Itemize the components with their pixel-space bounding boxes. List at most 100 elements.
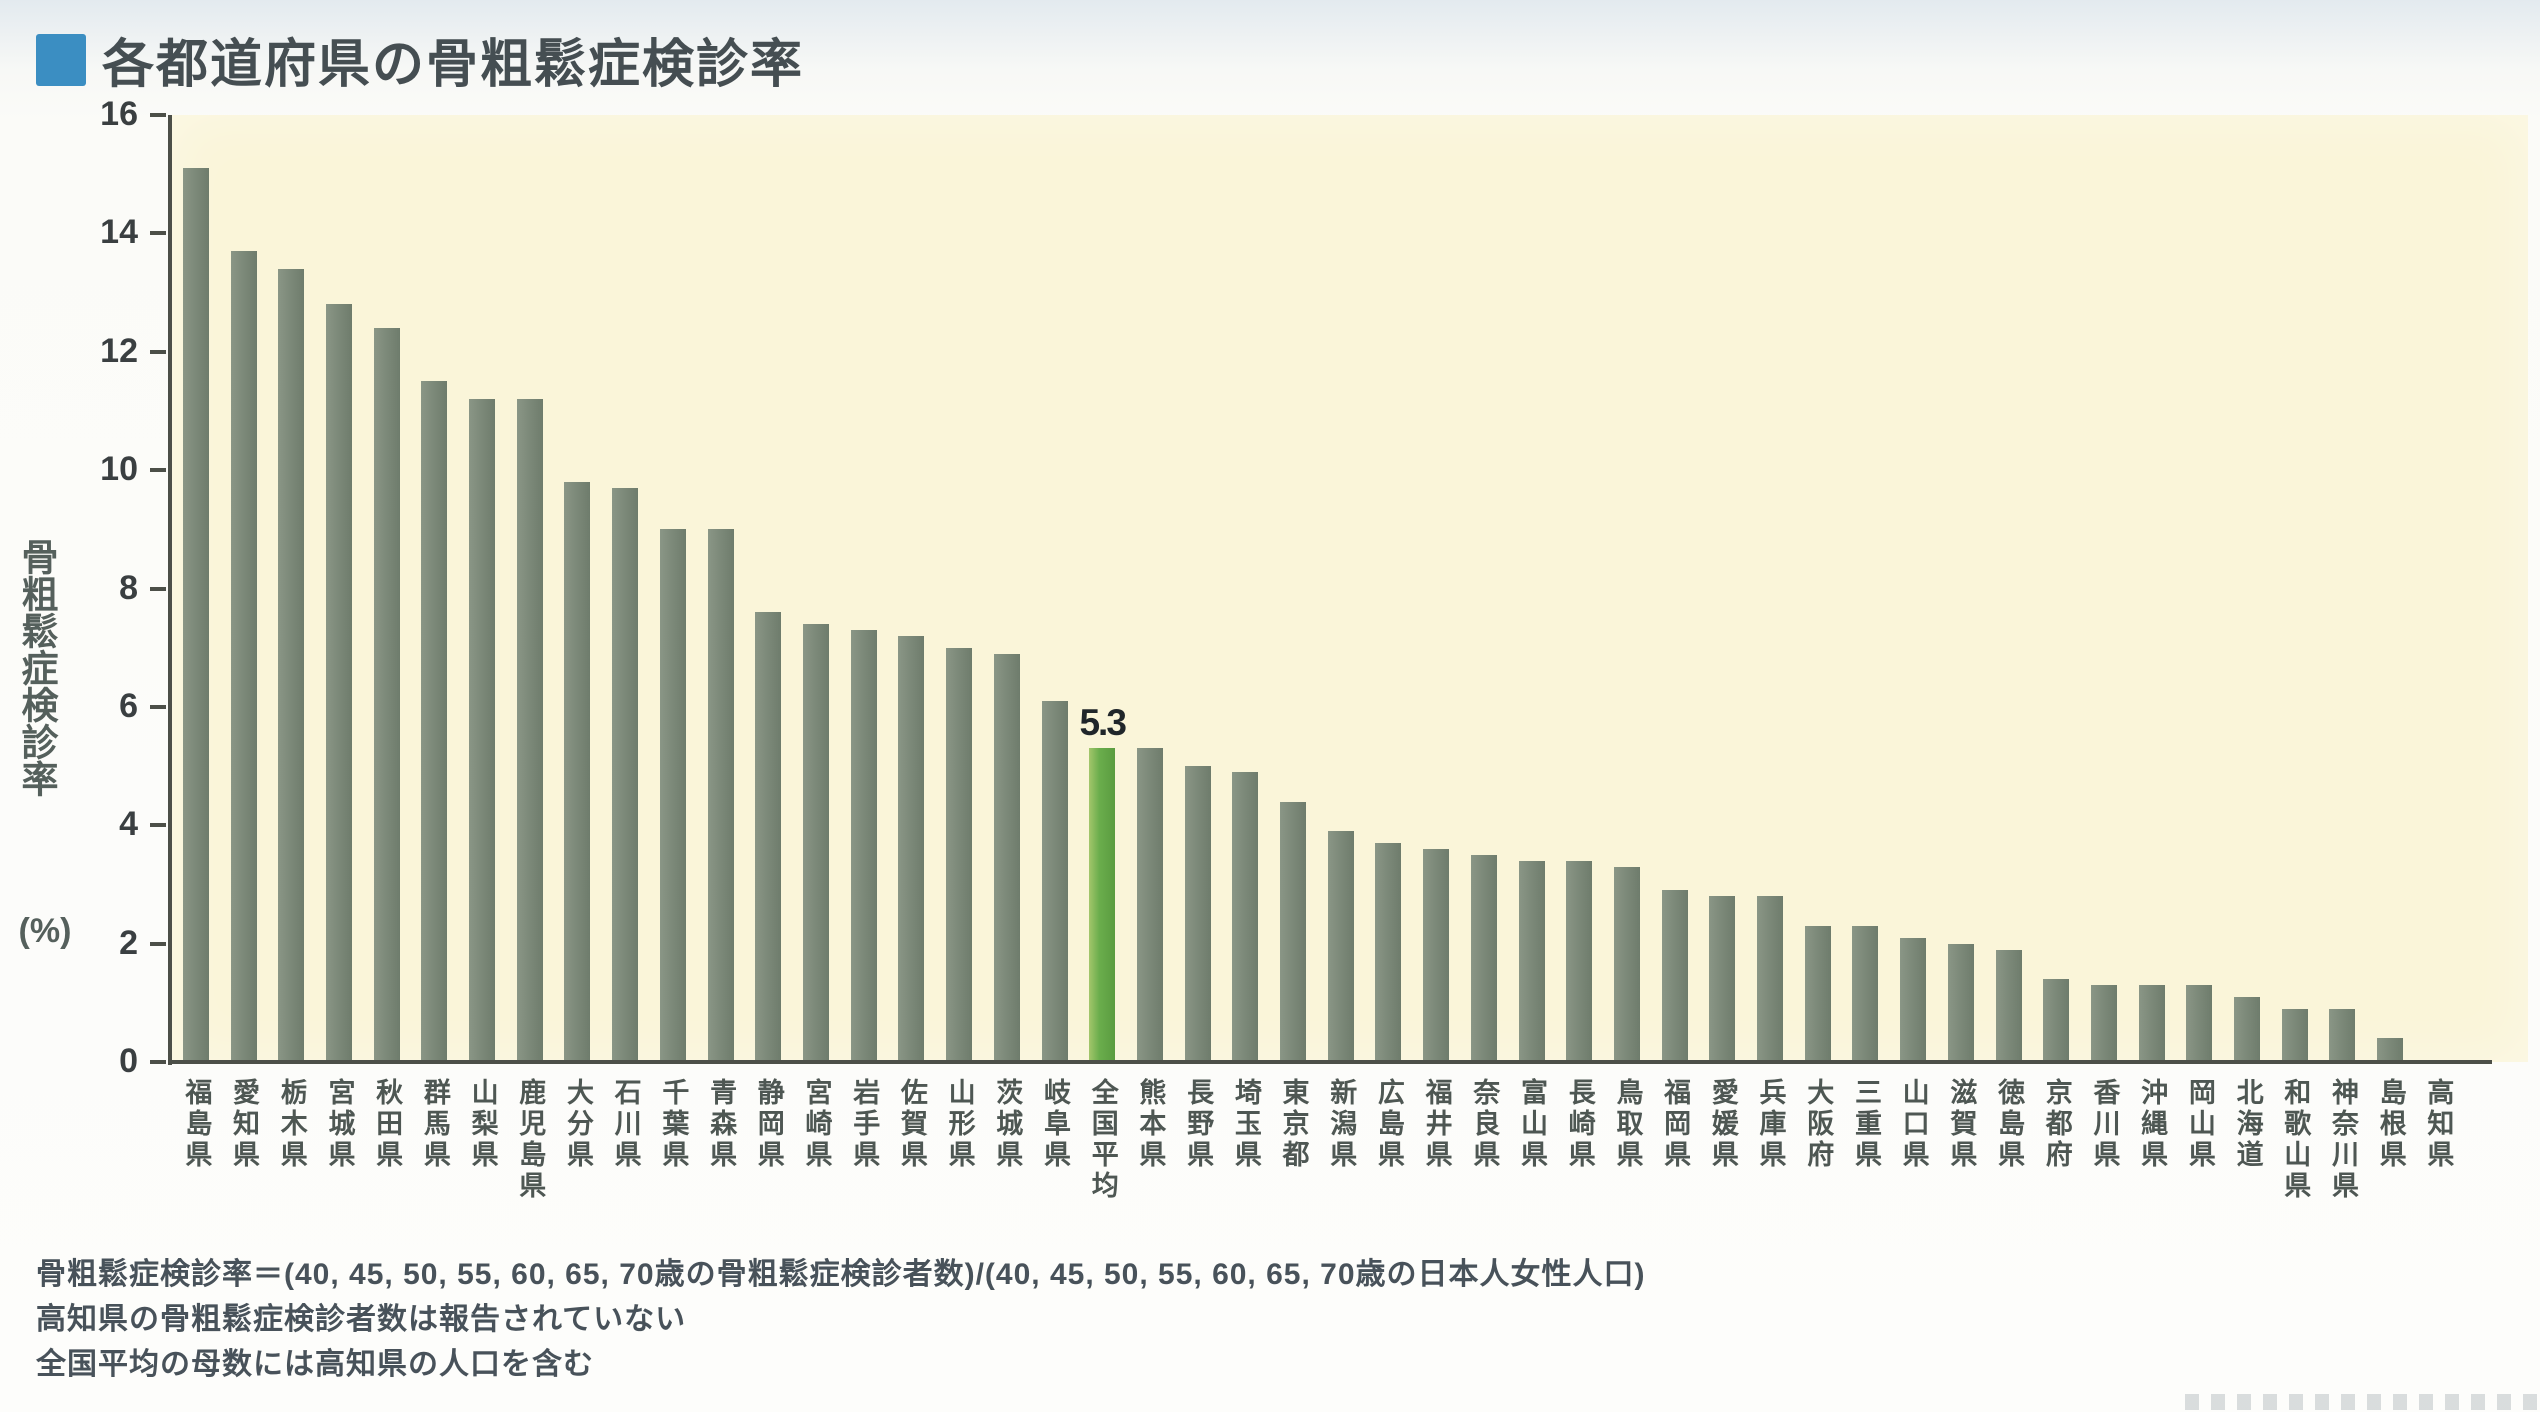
bar-slot-京都府	[2032, 115, 2080, 1062]
bar-山口県	[1900, 937, 1927, 1062]
footnote-formula: 骨粗鬆症検診率＝(40, 45, 50, 55, 60, 65, 70歳の骨粗鬆…	[36, 1258, 1646, 1291]
x-label-新潟県: 新潟県	[1326, 1078, 1357, 1171]
y-tick-mark	[150, 1060, 166, 1064]
x-label-秋田県: 秋田県	[372, 1078, 403, 1171]
y-axis-ticks: 0 2 4 6 8 10 12 14 16	[0, 95, 168, 1080]
x-label-富山県: 富山県	[1517, 1078, 1548, 1171]
bar-京都府	[2043, 979, 2070, 1062]
x-label-slot: 山梨県	[458, 1078, 506, 1171]
bar-slot-神奈川県	[2319, 115, 2367, 1062]
bar-slot-鳥取県	[1603, 115, 1651, 1062]
y-tick-mark	[150, 586, 166, 591]
bar-slot-沖縄県	[2128, 115, 2176, 1062]
x-label-鳥取県: 鳥取県	[1612, 1078, 1643, 1171]
bar-千葉県	[659, 529, 686, 1062]
bar-slot-滋賀県	[1937, 115, 1985, 1062]
x-label-熊本県: 熊本県	[1135, 1078, 1166, 1171]
x-label-slot: 全国平均	[1078, 1078, 1126, 1202]
x-label-奈良県: 奈良県	[1469, 1078, 1500, 1171]
y-axis-title: 骨粗鬆症検診率	[16, 537, 57, 797]
bar-奈良県	[1470, 854, 1497, 1062]
y-tick-mark	[150, 704, 166, 709]
y-tick-mark	[150, 941, 166, 946]
bar-静岡県	[755, 612, 782, 1062]
bar-slot-長崎県	[1555, 115, 1603, 1062]
y-tick-label: 14	[100, 213, 138, 252]
y-tick-label: 10	[100, 450, 138, 489]
x-label-滋賀県: 滋賀県	[1946, 1078, 1977, 1171]
bar-三重県	[1852, 925, 1879, 1062]
x-label-slot: 富山県	[1508, 1078, 1556, 1171]
x-label-slot: 京都府	[2032, 1078, 2080, 1171]
x-label-slot: 長野県	[1174, 1078, 1222, 1171]
bar-沖縄県	[2138, 985, 2165, 1062]
x-label-slot: 島根県	[2366, 1078, 2414, 1171]
bar-slot-兵庫県	[1746, 115, 1794, 1062]
x-label-slot: 高知県	[2414, 1078, 2462, 1171]
bar-slot-岩手県	[840, 115, 888, 1062]
x-label-slot: 東京都	[1269, 1078, 1317, 1171]
bar-slot-福島県	[172, 115, 220, 1062]
bar-栃木県	[278, 268, 305, 1062]
bar-slot-高知県	[2414, 115, 2462, 1062]
y-tick-label: 4	[119, 805, 138, 844]
x-label-slot: 青森県	[697, 1078, 745, 1171]
bar-神奈川県	[2329, 1008, 2356, 1062]
x-label-slot: 茨城県	[983, 1078, 1031, 1171]
bar-群馬県	[421, 381, 448, 1062]
x-label-slot: 石川県	[601, 1078, 649, 1171]
x-label-青森県: 青森県	[706, 1078, 737, 1171]
x-axis-labels: 福島県 愛知県 栃木県 宮城県 秋田県 群馬県 山梨県 鹿児島県 大分県 石川県 千葉県 青森県 静岡県…	[172, 1078, 2462, 1202]
x-label-slot: 秋田県	[363, 1078, 411, 1171]
bar-slot-東京都	[1269, 115, 1317, 1062]
bar-福島県	[182, 168, 209, 1062]
x-label-slot: 愛媛県	[1699, 1078, 1747, 1171]
x-label-slot: 佐賀県	[888, 1078, 936, 1171]
bar-slot-新潟県	[1317, 115, 1365, 1062]
x-label-slot: 大分県	[554, 1078, 602, 1171]
x-label-slot: 和歌山県	[2271, 1078, 2319, 1202]
bar-slot-徳島県	[1985, 115, 2033, 1062]
x-label-slot: 岡山県	[2176, 1078, 2224, 1171]
bar-福井県	[1423, 848, 1450, 1062]
x-label-slot: 奈良県	[1460, 1078, 1508, 1171]
x-label-沖縄県: 沖縄県	[2137, 1078, 2168, 1171]
footnote-kochi-missing: 高知県の骨粗鬆症検診者数は報告されていない	[36, 1303, 687, 1336]
bar-島根県	[2377, 1038, 2404, 1062]
x-label-佐賀県: 佐賀県	[896, 1078, 927, 1171]
bar-岐阜県	[1041, 700, 1068, 1062]
bar-北海道	[2234, 996, 2261, 1062]
x-label-全国平均: 全国平均	[1087, 1078, 1118, 1202]
bar-slot-島根県	[2366, 115, 2414, 1062]
bar-青森県	[707, 529, 734, 1062]
y-tick-label: 0	[119, 1042, 138, 1080]
x-label-三重県: 三重県	[1850, 1078, 1881, 1171]
bar-兵庫県	[1757, 896, 1784, 1062]
x-label-京都府: 京都府	[2041, 1078, 2072, 1171]
bar-slot-熊本県	[1126, 115, 1174, 1062]
x-label-slot: 神奈川県	[2319, 1078, 2367, 1202]
y-axis-unit: (%)	[18, 912, 72, 950]
bar-slot-愛媛県	[1699, 115, 1747, 1062]
bar-香川県	[2090, 985, 2117, 1062]
x-label-slot: 岐阜県	[1031, 1078, 1079, 1171]
bar-和歌山県	[2281, 1008, 2308, 1062]
bar-slot-秋田県	[363, 115, 411, 1062]
chart-title: 各都道府県の骨粗鬆症検診率	[102, 36, 805, 94]
bar-slot-宮城県	[315, 115, 363, 1062]
x-label-山口県: 山口県	[1898, 1078, 1929, 1171]
x-label-北海道: 北海道	[2232, 1078, 2263, 1171]
bar-slot-埼玉県	[1221, 115, 1269, 1062]
bar-山形県	[946, 647, 973, 1062]
bar-slot-全国平均: 5.3	[1078, 115, 1127, 1062]
x-label-徳島県: 徳島県	[1994, 1078, 2025, 1171]
x-label-slot: 福井県	[1412, 1078, 1460, 1171]
bar-富山県	[1518, 860, 1545, 1062]
bar-slot-岐阜県	[1031, 115, 1079, 1062]
bar-slot-岡山県	[2176, 115, 2224, 1062]
x-label-岡山県: 岡山県	[2184, 1078, 2215, 1171]
bar-長崎県	[1566, 860, 1593, 1062]
x-label-slot: 滋賀県	[1937, 1078, 1985, 1171]
bar-slot-静岡県	[744, 115, 792, 1062]
highlight-bar-全国平均	[1089, 748, 1116, 1062]
